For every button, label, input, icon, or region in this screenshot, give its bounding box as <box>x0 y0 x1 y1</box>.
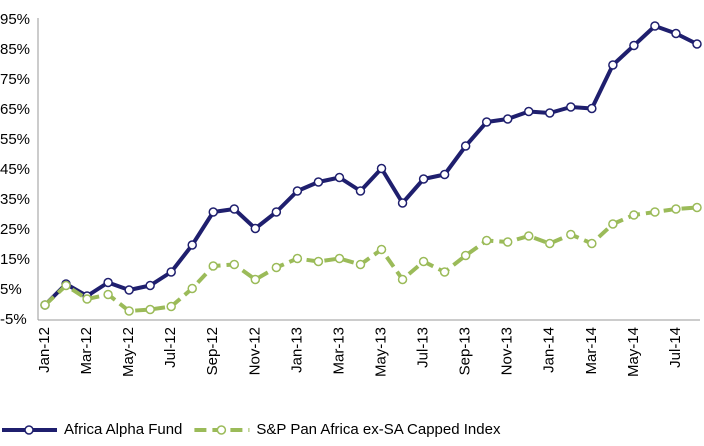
data-point <box>566 102 576 112</box>
data-point <box>692 39 702 49</box>
legend-label: Africa Alpha Fund <box>64 421 182 438</box>
y-tick-label: 85% <box>0 41 30 58</box>
y-tick-label: -5% <box>0 311 27 328</box>
data-point <box>313 256 324 267</box>
data-point <box>523 231 534 241</box>
data-point <box>523 106 534 117</box>
data-point <box>650 207 660 217</box>
x-tick-label: Nov-13 <box>499 327 516 375</box>
data-point <box>271 262 282 273</box>
data-point <box>587 238 597 249</box>
data-point <box>313 177 324 187</box>
data-point <box>103 289 113 300</box>
x-tick-label: Jan-13 <box>288 327 305 373</box>
data-point <box>481 117 492 127</box>
data-point <box>166 267 176 277</box>
data-point <box>608 60 618 70</box>
data-point <box>292 186 303 196</box>
data-point <box>355 186 366 196</box>
data-point <box>103 277 113 288</box>
data-point <box>355 259 366 270</box>
data-point <box>460 250 471 261</box>
data-point <box>292 253 303 264</box>
data-point <box>271 207 282 217</box>
x-tick-label: Jul-12 <box>162 327 179 368</box>
data-point <box>61 280 71 291</box>
y-tick-label: 15% <box>0 251 30 268</box>
x-tick-label: Nov-12 <box>246 327 263 375</box>
y-tick-label: 25% <box>0 221 30 238</box>
data-point <box>208 261 219 271</box>
data-point <box>671 204 681 214</box>
data-point <box>460 141 471 151</box>
x-tick-label: Jan-14 <box>541 327 558 373</box>
data-point <box>124 285 134 295</box>
x-tick-label: Mar-14 <box>583 327 600 375</box>
x-tick-label: Sep-12 <box>204 327 221 375</box>
data-point <box>229 259 240 270</box>
y-tick-label: 75% <box>0 71 30 88</box>
data-point <box>187 283 197 294</box>
data-point <box>629 40 639 51</box>
data-point <box>545 108 555 118</box>
x-tick-label: May-13 <box>372 327 389 377</box>
data-point <box>166 301 176 312</box>
x-tick-label: May-14 <box>625 327 642 377</box>
data-point <box>439 267 450 277</box>
data-point <box>692 202 702 213</box>
data-point <box>124 306 134 316</box>
legend-marker <box>216 425 227 435</box>
data-point <box>376 163 387 174</box>
data-point <box>397 198 408 208</box>
data-point <box>587 103 597 114</box>
data-point <box>671 28 681 39</box>
y-tick-label: 45% <box>0 161 30 178</box>
data-point <box>566 229 576 240</box>
data-point <box>334 172 345 183</box>
data-point <box>145 280 155 291</box>
y-tick-label: 95% <box>0 11 30 28</box>
x-tick-label: Mar-12 <box>78 327 95 375</box>
data-point <box>545 238 555 249</box>
series-line <box>43 24 698 307</box>
data-point <box>502 114 513 124</box>
legend-label: S&P Pan Africa ex-SA Capped Index <box>256 421 501 438</box>
x-tick-label: May-12 <box>120 327 137 377</box>
data-point <box>439 169 450 180</box>
series-line <box>43 205 698 313</box>
legend-marker <box>24 425 34 435</box>
data-point <box>629 210 639 220</box>
x-tick-label: Sep-13 <box>457 327 474 375</box>
data-point <box>82 294 92 304</box>
data-point <box>229 204 240 214</box>
y-tick-label: 5% <box>0 281 22 298</box>
x-tick-label: Jul-14 <box>667 327 684 368</box>
data-point <box>376 244 387 255</box>
data-point <box>250 274 261 285</box>
data-point <box>208 207 219 217</box>
y-tick-label: 65% <box>0 101 30 118</box>
data-point <box>481 235 492 246</box>
x-tick-label: Jul-13 <box>415 327 432 368</box>
x-tick-label: Jan-12 <box>36 327 53 373</box>
data-point <box>187 240 197 250</box>
data-point <box>418 256 429 267</box>
data-point <box>608 219 618 229</box>
y-tick-label: 55% <box>0 131 30 148</box>
data-point <box>334 253 345 264</box>
data-point <box>40 300 50 310</box>
data-point <box>250 223 261 234</box>
data-point <box>397 274 408 285</box>
y-tick-label: 35% <box>0 191 30 208</box>
data-point <box>145 304 155 315</box>
x-tick-label: Mar-13 <box>330 327 347 375</box>
data-point <box>502 237 513 247</box>
data-point <box>418 174 429 184</box>
data-point <box>650 21 660 31</box>
